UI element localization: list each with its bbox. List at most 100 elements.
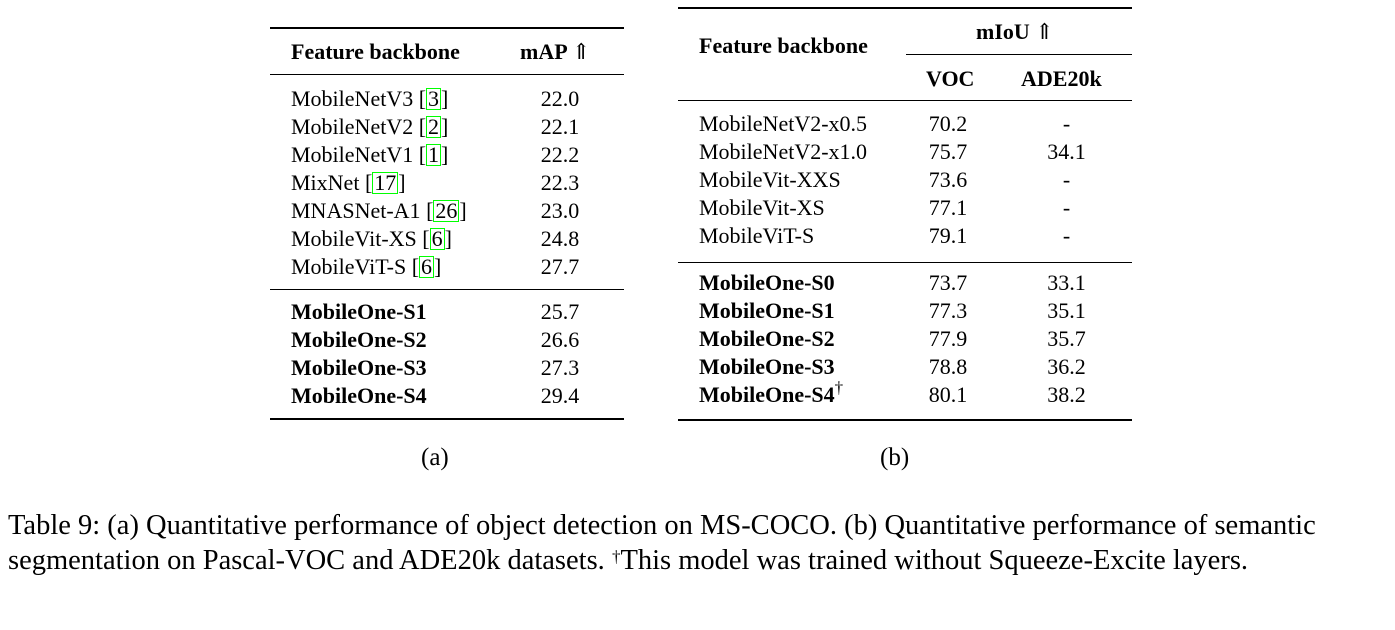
table-row: MobileOne-S2 26.6 (270, 327, 624, 355)
top-rule (270, 27, 624, 29)
header-rule (678, 100, 1132, 101)
ade20k-value: 35.7 (1047, 326, 1086, 351)
citation-link[interactable]: 2 (426, 114, 442, 139)
table-row: MobileOne-S4† 80.1 38.2 (678, 378, 1132, 410)
ade20k-value: - (1062, 223, 1071, 248)
header-map-label: mAP (520, 39, 567, 64)
backbone-name: MobileVit-XS (699, 195, 825, 220)
backbone-name: MobileOne-S4† (699, 378, 843, 408)
table-a: Feature backbone mAP ⇑ MobileNetV3 [3] 22… (270, 27, 624, 427)
citation-link[interactable]: 3 (426, 86, 442, 111)
ade20k-value: - (1062, 195, 1071, 220)
table-row: MobileNetV2-x1.0 75.7 34.1 (678, 139, 1132, 167)
backbone-name: MobileNetV2-x1.0 (699, 139, 868, 164)
citation-link[interactable]: 6 (429, 226, 445, 251)
table-row: MobileOne-S3 27.3 (270, 355, 624, 383)
table-row: MobileNetV2 [2] 22.1 (270, 114, 624, 142)
ade20k-value: 36.2 (1047, 354, 1086, 379)
voc-value: 77.9 (928, 326, 968, 351)
voc-value: 73.6 (928, 167, 968, 192)
backbone-name: MobileOne-S2 (699, 326, 835, 352)
header-rule (270, 74, 624, 75)
voc-value: 73.7 (928, 270, 968, 295)
top-rule (678, 7, 1132, 9)
table-row: MobileNetV2-x0.5 70.2 - (678, 111, 1132, 139)
header-miou: mIoU ⇑ (976, 19, 1054, 45)
header-ade20k: ADE20k (1021, 66, 1102, 91)
header-map: mAP ⇑ (520, 39, 590, 65)
dagger-mark: † (834, 378, 844, 397)
backbone-name: MobileOne-S4 (291, 383, 427, 408)
table-row: MobileViT-S 79.1 - (678, 223, 1132, 251)
backbone-name: MobileNetV1 [1] (291, 142, 449, 167)
voc-value: 77.1 (928, 195, 968, 220)
mid-rule (678, 262, 1132, 263)
table-row: MixNet [17] 22.3 (270, 170, 624, 198)
table-row: MNASNet-A1 [26] 23.0 (270, 198, 624, 226)
map-value: 27.3 (540, 355, 580, 380)
backbone-name: MobileOne-S0 (699, 270, 835, 296)
backbone-name: MobileViT-S (699, 223, 815, 248)
table-row: MobileNetV1 [1] 22.2 (270, 142, 624, 170)
bottom-rule (270, 418, 624, 420)
up-arrow-icon: ⇑ (1035, 19, 1054, 44)
backbone-label: MobileNetV1 (291, 142, 419, 167)
map-value: 23.0 (540, 198, 580, 223)
backbone-label: MobileOne-S3 (699, 354, 835, 379)
ade20k-value: 38.2 (1047, 382, 1086, 407)
backbone-label: MobileNetV2 (291, 114, 419, 139)
backbone-name: MobileNetV2 [2] (291, 114, 449, 139)
backbone-label: MobileOne-S1 (699, 298, 835, 323)
backbone-name: MobileVit-XXS (699, 167, 841, 192)
backbone-label: MobileVit-XS (291, 226, 423, 251)
backbone-name: MobileViT-S [6] (291, 254, 442, 279)
backbone-label: MobileViT-S (291, 254, 412, 279)
table-b: Feature backbone mIoU ⇑ VOC ADE20k Mobil… (678, 7, 1132, 427)
voc-value: 79.1 (928, 223, 968, 248)
group-rule (906, 54, 1132, 55)
ade20k-value: - (1062, 111, 1071, 136)
map-value: 22.2 (540, 142, 580, 167)
table-a-label: (a) (421, 444, 449, 471)
backbone-label: MobileOne-S2 (699, 326, 835, 351)
dagger-mark: † (611, 547, 621, 566)
backbone-name: MNASNet-A1 [26] (291, 198, 467, 223)
citation-link[interactable]: 26 (433, 198, 460, 223)
backbone-name: MobileOne-S1 (699, 298, 835, 324)
bottom-rule (678, 419, 1132, 421)
backbone-name: MixNet [17] (291, 170, 406, 195)
voc-value: 78.8 (928, 354, 968, 379)
voc-value: 70.2 (928, 111, 968, 136)
voc-value: 80.1 (928, 382, 968, 407)
citation-link[interactable]: 6 (419, 254, 435, 279)
backbone-name: MobileOne-S2 (291, 327, 427, 352)
map-value: 29.4 (540, 383, 580, 408)
backbone-label: MobileNetV3 (291, 86, 419, 111)
table-b-label: (b) (880, 444, 910, 471)
backbone-name: MobileNetV2-x0.5 (699, 111, 868, 136)
backbone-name: MobileOne-S1 (291, 299, 427, 324)
citation-link[interactable]: 1 (426, 142, 442, 167)
backbone-name: MobileVit-XS [6] (291, 226, 452, 251)
ade20k-value: - (1062, 167, 1071, 192)
map-value: 22.0 (540, 86, 580, 111)
table-row: MobileViT-S [6] 27.7 (270, 254, 624, 282)
map-value: 26.6 (540, 327, 580, 352)
table-row: MobileOne-S0 73.7 33.1 (678, 270, 1132, 298)
table-row: MobileOne-S2 77.9 35.7 (678, 326, 1132, 354)
table-row: MobileVit-XS [6] 24.8 (270, 226, 624, 254)
backbone-name: MobileOne-S3 (699, 354, 835, 380)
backbone-label: MixNet (291, 170, 365, 195)
map-value: 22.1 (540, 114, 580, 139)
map-value: 27.7 (540, 254, 580, 279)
up-arrow-icon: ⇑ (571, 39, 591, 64)
table-row: MobileVit-XS 77.1 - (678, 195, 1132, 223)
table-row: MobileOne-S3 78.8 36.2 (678, 354, 1132, 382)
ade20k-value: 35.1 (1047, 298, 1086, 323)
backbone-label: MobileOne-S4 (699, 382, 835, 407)
table-row: MobileOne-S1 77.3 35.1 (678, 298, 1132, 326)
citation-link[interactable]: 17 (372, 170, 399, 195)
backbone-label: MobileOne-S0 (699, 270, 835, 295)
header-backbone: Feature backbone (699, 33, 868, 58)
table-row: MobileOne-S1 25.7 (270, 299, 624, 327)
